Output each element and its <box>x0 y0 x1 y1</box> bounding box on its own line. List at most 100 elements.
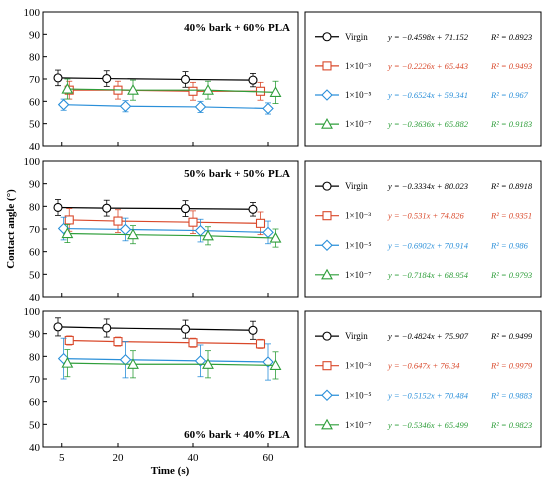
legend-frame <box>304 160 542 298</box>
series-2 <box>57 337 274 381</box>
marker-diamond <box>321 389 333 402</box>
series-line <box>67 362 276 366</box>
series-3 <box>61 78 282 104</box>
legend-r-squared: R² = 0.986 <box>490 240 529 250</box>
legend-panel-2: Virgin y = −0.3334x + 80.023 R² = 0.8918 1×… <box>304 160 542 298</box>
legend-equation: y = −0.5346x + 65.499 <box>387 420 469 430</box>
marker-square <box>64 215 74 225</box>
series-line <box>67 232 276 239</box>
marker-diamond <box>194 101 207 113</box>
marker-square <box>255 218 266 228</box>
series-line <box>67 88 276 93</box>
marker-diamond <box>321 239 333 252</box>
marker-circle <box>322 331 332 341</box>
legend-equation: y = −0.4598x + 71.152 <box>387 32 469 42</box>
x-tick-label: 5 <box>59 452 65 464</box>
marker-circle <box>53 322 63 332</box>
legend-r-squared: R² = 0.8923 <box>490 32 532 42</box>
x-tick-label: 20 <box>113 452 125 464</box>
marker-circle <box>180 74 191 84</box>
legend-equation: y = −0.647x + 76.34 <box>387 361 460 371</box>
series-line <box>57 206 254 210</box>
y-tick-label: 90 <box>29 329 41 341</box>
marker-diamond <box>119 223 132 236</box>
legend-r-squared: R² = 0.9823 <box>490 420 532 430</box>
marker-square <box>322 211 332 221</box>
series-line <box>63 358 269 363</box>
series-line <box>69 219 261 224</box>
legend-equation: y = −0.3334x + 80.023 <box>387 181 468 191</box>
marker-square <box>188 338 198 348</box>
series-line <box>57 77 254 81</box>
series-0 <box>53 69 258 88</box>
series-0 <box>53 317 258 340</box>
series-0 <box>53 199 258 217</box>
marker-diamond <box>194 355 207 367</box>
series-3 <box>61 349 282 380</box>
y-tick-label: 80 <box>29 52 41 64</box>
marker-square <box>64 335 74 346</box>
legend-r-squared: R² = 0.9183 <box>490 119 532 129</box>
legend-equation: y = −0.531x + 74.826 <box>387 211 465 221</box>
y-tick-label: 50 <box>29 269 41 281</box>
series-2 <box>57 216 274 245</box>
marker-triangle <box>202 229 214 241</box>
marker-diamond <box>262 226 274 239</box>
marker-circle <box>248 75 258 85</box>
marker-circle <box>53 202 63 213</box>
y-tick-label: 80 <box>29 351 41 363</box>
y-tick-label: 40 <box>29 141 41 153</box>
y-tick-label: 100 <box>24 306 41 318</box>
legend-r-squared: R² = 0.9499 <box>490 331 533 341</box>
y-tick-label: 40 <box>29 292 41 304</box>
panel-title: 50% bark + 50% PLA <box>184 168 290 180</box>
marker-diamond <box>119 353 132 366</box>
series-1 <box>64 208 266 236</box>
legend-r-squared: R² = 0.9351 <box>490 211 532 221</box>
legend-equation: y = −0.6524x + 59.341 <box>387 90 468 100</box>
series-2 <box>57 98 274 115</box>
x-axis-title: Time (s) <box>151 465 190 477</box>
legend-series-name: Virgin <box>345 331 368 341</box>
marker-circle <box>248 204 258 214</box>
marker-triangle <box>127 228 139 240</box>
marker-triangle <box>202 358 214 369</box>
legend-r-squared: R² = 0.9793 <box>490 270 532 280</box>
chart-panel-1: 40 50 60 70 80 90 100 40% bark + 60% PLA <box>24 7 299 153</box>
y-tick-label: 40 <box>29 442 41 454</box>
plot-frame <box>42 310 299 448</box>
legend-series-name: Virgin <box>345 32 368 42</box>
legend-panel-3: Virgin y = −0.4824x + 75.907 R² = 0.9499 1×… <box>304 310 542 448</box>
legend-series-name: 1×10⁻⁵ <box>345 90 371 100</box>
marker-triangle <box>61 227 74 239</box>
marker-square <box>113 216 123 226</box>
marker-circle <box>322 32 332 42</box>
legend-equation: y = −0.2226x + 65.443 <box>387 61 468 71</box>
marker-square <box>188 86 198 96</box>
legend-equation: y = −0.7184x + 68.954 <box>387 270 469 280</box>
marker-square <box>113 337 123 347</box>
marker-circle <box>180 324 191 334</box>
series-3 <box>61 224 282 248</box>
marker-circle <box>248 325 258 335</box>
legend-r-squared: R² = 0.967 <box>490 90 529 100</box>
marker-triangle <box>202 84 214 95</box>
chart-panel-2: 40 50 60 70 80 90 100 50% bark + 50% PLA <box>24 156 299 304</box>
legend-equation: y = −0.4824x + 75.907 <box>387 331 469 341</box>
legend-equation: y = −0.5152x + 70.484 <box>387 390 469 400</box>
legend-series-name: 1×10⁻⁷ <box>345 119 371 129</box>
y-tick-label: 100 <box>24 7 41 19</box>
marker-circle <box>322 181 332 191</box>
series-line <box>63 104 269 110</box>
legend-frame <box>304 310 542 448</box>
series-1 <box>64 335 266 349</box>
marker-square <box>322 361 332 371</box>
marker-square <box>255 339 266 349</box>
marker-triangle <box>321 268 333 280</box>
y-tick-label: 50 <box>29 419 41 431</box>
y-tick-label: 80 <box>29 201 41 213</box>
marker-diamond <box>321 89 333 101</box>
marker-triangle <box>321 418 333 430</box>
y-tick-label: 50 <box>29 119 41 131</box>
